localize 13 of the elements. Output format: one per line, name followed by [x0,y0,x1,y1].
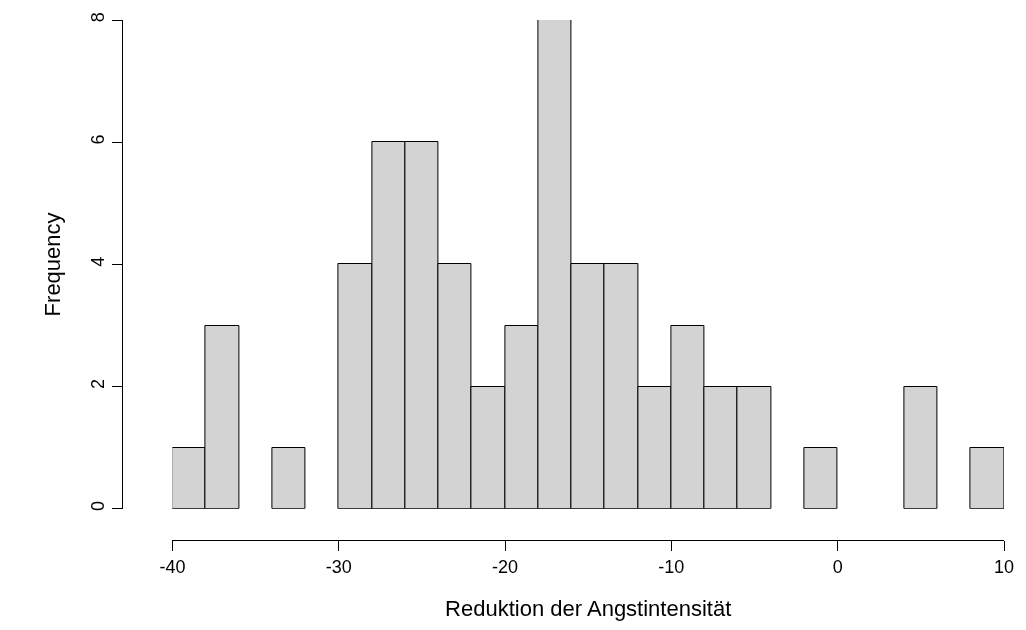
y-tick-label: 0 [88,501,109,512]
y-axis-title: Frequency [40,212,66,317]
x-tick-label: 10 [993,556,1015,577]
x-axis-title: Reduktion der Angstintensität [445,596,732,622]
x-tick-label: 0 [832,556,843,577]
y-tick-label: 2 [88,378,109,389]
y-tick-label: 6 [88,134,109,145]
x-tick-label: -40 [159,556,186,577]
x-tick-label: -10 [658,556,685,577]
x-tick-label: -20 [492,556,519,577]
y-tick-label: 4 [88,256,109,267]
y-tick-label: 8 [88,12,109,23]
x-tick-label: -30 [325,556,352,577]
